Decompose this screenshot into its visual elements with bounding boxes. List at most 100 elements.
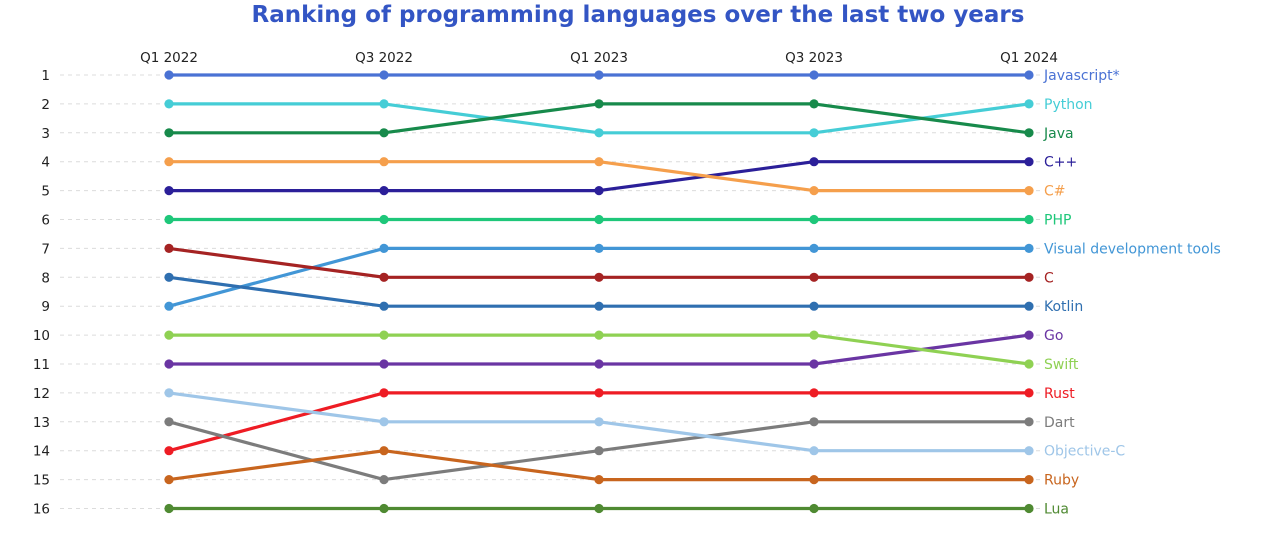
y-tick-label: 9: [41, 299, 50, 315]
data-point: [594, 99, 604, 109]
series-label: C: [1044, 270, 1054, 286]
data-point: [809, 128, 819, 138]
data-point: [594, 359, 604, 369]
data-point: [379, 243, 389, 253]
series-label: Rust: [1044, 386, 1075, 402]
data-point: [1024, 330, 1034, 340]
data-point: [1024, 157, 1034, 167]
data-point: [594, 446, 604, 456]
data-point: [379, 388, 389, 398]
data-point: [379, 446, 389, 456]
series-label: Ruby: [1044, 473, 1079, 489]
data-point: [809, 301, 819, 311]
series-go: Go: [164, 328, 1063, 369]
data-point: [1024, 99, 1034, 109]
series-group: Javascript* Python Java C++ C# PHP Visual deve…: [164, 68, 1221, 518]
data-point: [809, 388, 819, 398]
data-point: [164, 503, 174, 514]
data-point: [379, 330, 389, 340]
series-c: C++: [164, 155, 1077, 196]
data-point: [164, 388, 174, 398]
data-point: [164, 70, 174, 80]
data-point: [1024, 272, 1034, 282]
x-tick-label: Q1 2022: [140, 50, 198, 66]
data-point: [379, 272, 389, 282]
data-point: [164, 446, 174, 456]
data-point: [809, 70, 819, 80]
data-point: [164, 243, 174, 253]
data-point: [809, 503, 819, 514]
data-point: [379, 70, 389, 80]
data-point: [809, 446, 819, 456]
series-label: Dart: [1044, 415, 1075, 431]
data-point: [164, 301, 174, 311]
series-label: C#: [1044, 184, 1066, 200]
data-point: [1024, 214, 1034, 225]
data-point: [594, 417, 604, 427]
series-java: Java: [164, 99, 1074, 142]
data-point: [1024, 128, 1034, 138]
data-point: [1024, 388, 1034, 398]
series-label: Visual development tools: [1044, 241, 1221, 257]
series-label: Java: [1043, 126, 1074, 142]
data-point: [809, 214, 819, 225]
y-tick-label: 14: [33, 444, 50, 460]
series-c: C#: [164, 157, 1066, 200]
data-point: [594, 301, 604, 311]
series-kotlin: Kotlin: [164, 272, 1083, 315]
grid-lines: [60, 74, 1040, 509]
y-tick-label: 4: [41, 155, 50, 171]
data-point: [1024, 70, 1034, 80]
y-tick-label: 11: [33, 357, 50, 373]
y-tick-label: 8: [41, 270, 50, 286]
data-point: [594, 243, 604, 253]
data-point: [164, 272, 174, 282]
series-label: Javascript*: [1043, 68, 1120, 84]
series-javascript: Javascript*: [164, 68, 1120, 84]
data-point: [1024, 301, 1034, 311]
data-point: [809, 99, 819, 109]
data-point: [594, 388, 604, 398]
data-point: [594, 330, 604, 340]
data-point: [594, 214, 604, 225]
data-point: [164, 128, 174, 138]
data-point: [1024, 446, 1034, 456]
data-point: [809, 475, 819, 485]
data-point: [809, 243, 819, 253]
series-objective-c: Objective-C: [164, 388, 1125, 460]
data-point: [379, 214, 389, 225]
y-tick-label: 15: [33, 473, 50, 489]
data-point: [594, 186, 604, 196]
data-point: [379, 359, 389, 369]
y-tick-label: 10: [33, 328, 50, 344]
series-php: PHP: [164, 213, 1071, 229]
y-tick-label: 3: [41, 126, 50, 142]
data-point: [379, 157, 389, 167]
data-point: [164, 99, 174, 109]
data-point: [594, 157, 604, 167]
series-label: Objective-C: [1044, 444, 1125, 460]
data-point: [594, 70, 604, 80]
data-point: [379, 503, 389, 514]
y-tick-label: 12: [33, 386, 50, 402]
data-point: [164, 359, 174, 369]
data-point: [164, 330, 174, 340]
y-tick-label: 1: [41, 68, 50, 84]
data-point: [379, 186, 389, 196]
chart-title: Ranking of programming languages over th…: [251, 2, 1025, 28]
series-c: C: [164, 243, 1054, 286]
data-point: [1024, 417, 1034, 427]
data-point: [379, 128, 389, 138]
data-point: [809, 186, 819, 196]
y-tick-label: 13: [33, 415, 50, 431]
data-point: [379, 99, 389, 109]
series-label: Python: [1044, 97, 1093, 113]
data-point: [809, 330, 819, 340]
series-label: Kotlin: [1044, 299, 1083, 315]
y-tick-label: 5: [41, 184, 50, 200]
y-tick-label: 7: [41, 241, 50, 257]
data-point: [594, 272, 604, 282]
data-point: [164, 157, 174, 167]
